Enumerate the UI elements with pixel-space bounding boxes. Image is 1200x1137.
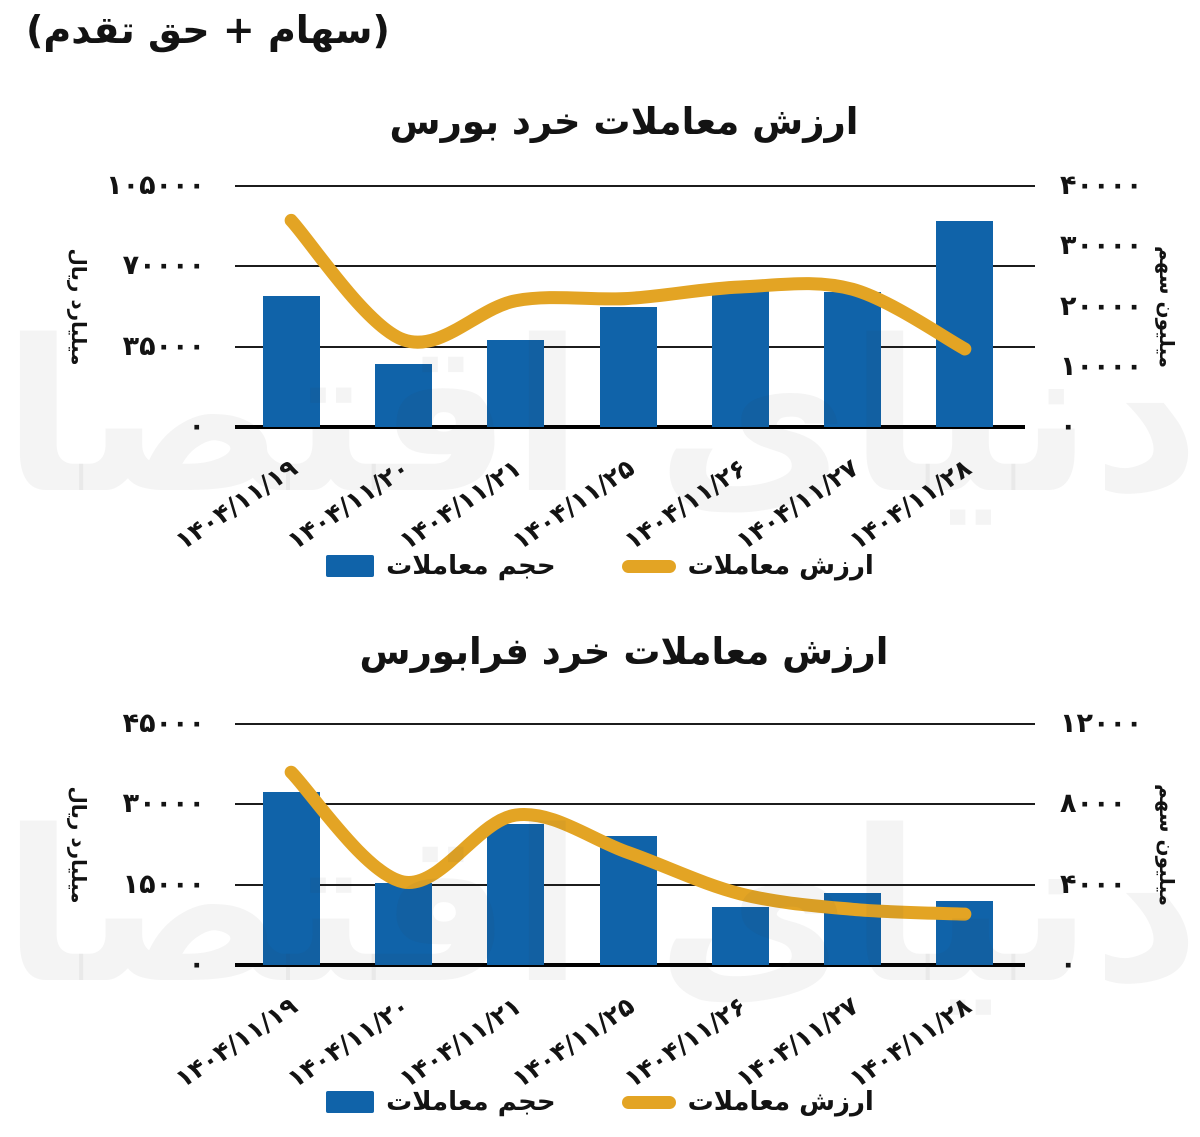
volume-bar	[824, 292, 882, 427]
gridline	[235, 265, 1035, 268]
right-axis-tick: ۴۰۰۰۰	[1060, 170, 1143, 201]
value-line	[284, 213, 972, 356]
x-axis-date-label: ۱۴۰۴/۱۱/۲۷	[731, 991, 864, 1094]
volume-bar	[711, 906, 769, 965]
left-axis-unit-bourse: میلیارد ریال	[67, 248, 91, 366]
legend-spacer	[568, 566, 610, 567]
left-axis-unit-farabourse: میلیارد ریال	[67, 786, 91, 904]
left-axis-tick: ۴۵۰۰۰	[122, 708, 205, 739]
volume-bar	[374, 364, 432, 427]
right-axis-tick: ۱۲۰۰۰	[1060, 708, 1143, 739]
x-axis-date-label: ۱۴۰۴/۱۱/۲۷	[731, 453, 864, 556]
x-axis-date-label: ۱۴۰۴/۱۱/۲۸	[843, 991, 977, 1094]
x-axis-date-label: ۱۴۰۴/۱۱/۲۱	[394, 453, 527, 556]
value-series-swatch	[621, 559, 676, 573]
value-line	[284, 765, 972, 921]
volume-bar	[262, 296, 320, 427]
x-axis-line	[235, 425, 1025, 429]
right-axis-unit-farabourse: میلیون سهم	[1155, 783, 1179, 906]
legend-value-label: ارزش معاملات	[687, 1087, 874, 1117]
gridline	[235, 803, 1035, 806]
right-axis-tick: ۰	[1060, 411, 1077, 442]
value-series-swatch	[621, 1095, 676, 1109]
left-axis-tick: ۱۵۰۰۰	[122, 868, 205, 900]
x-axis-date-label: ۱۴۰۴/۱۱/۲۰	[282, 453, 415, 556]
volume-bar	[487, 824, 545, 965]
legend-spacer	[568, 1102, 610, 1103]
legend-farabourse: حجم معاملات ارزش معاملات	[0, 1087, 1200, 1117]
x-axis-line	[235, 963, 1025, 967]
x-axis-date-label: ۱۴۰۴/۱۱/۲۰	[282, 991, 415, 1094]
volume-bar	[487, 340, 545, 427]
right-axis-tick: ۳۰۰۰۰	[1060, 230, 1143, 262]
volume-bar	[599, 306, 657, 427]
chart-title-bourse: ارزش معاملات خرد بورس	[389, 100, 859, 143]
x-axis-date-label: ۱۴۰۴/۱۱/۲۵	[506, 991, 640, 1094]
left-axis-tick: ۳۰۰۰۰	[122, 788, 205, 820]
x-axis-date-label: ۱۴۰۴/۱۱/۲۶	[618, 991, 752, 1094]
gridline	[235, 185, 1035, 187]
right-axis-tick: ۰	[1060, 949, 1077, 980]
volume-series-swatch	[326, 1091, 375, 1113]
legend-value-label: ارزش معاملات	[687, 551, 874, 581]
right-axis-tick: ۲۰۰۰۰	[1060, 290, 1143, 322]
legend-volume-label: حجم معاملات	[386, 551, 556, 581]
x-axis-date-label: ۱۴۰۴/۱۱/۱۹	[169, 991, 303, 1094]
x-axis-date-label: ۱۴۰۴/۱۱/۲۱	[394, 991, 527, 1094]
right-axis-tick: ۸۰۰۰	[1060, 788, 1126, 820]
chart-title-farabourse: ارزش معاملات خرد فرابورس	[359, 630, 889, 673]
value-line-path	[284, 213, 972, 356]
right-axis-tick: ۱۰۰۰۰	[1060, 350, 1143, 382]
volume-series-swatch	[326, 555, 375, 577]
left-axis-tick: ۰	[188, 949, 205, 980]
left-axis-tick: ۳۵۰۰۰	[122, 330, 205, 362]
x-axis-date-label: ۱۴۰۴/۱۱/۲۸	[843, 453, 977, 556]
gridline	[235, 723, 1035, 725]
value-line-path	[284, 765, 972, 921]
left-axis-tick: ۰	[188, 411, 205, 442]
header-note: (سهام + حق تقدم)	[26, 8, 390, 52]
right-axis-tick: ۴۰۰۰	[1060, 868, 1126, 900]
x-axis-date-label: ۱۴۰۴/۱۱/۲۵	[506, 453, 640, 556]
legend-volume-label: حجم معاملات	[386, 1087, 556, 1117]
left-axis-tick: ۷۰۰۰۰	[122, 250, 205, 282]
volume-bar	[936, 220, 994, 427]
x-axis-date-label: ۱۴۰۴/۱۱/۲۶	[618, 453, 752, 556]
left-axis-tick: ۱۰۵۰۰۰	[106, 170, 205, 201]
x-axis-date-label: ۱۴۰۴/۱۱/۱۹	[169, 453, 303, 556]
volume-bar	[711, 284, 769, 427]
volume-bar	[374, 882, 432, 965]
volume-bar	[262, 792, 320, 965]
legend-bourse: حجم معاملات ارزش معاملات	[0, 551, 1200, 581]
